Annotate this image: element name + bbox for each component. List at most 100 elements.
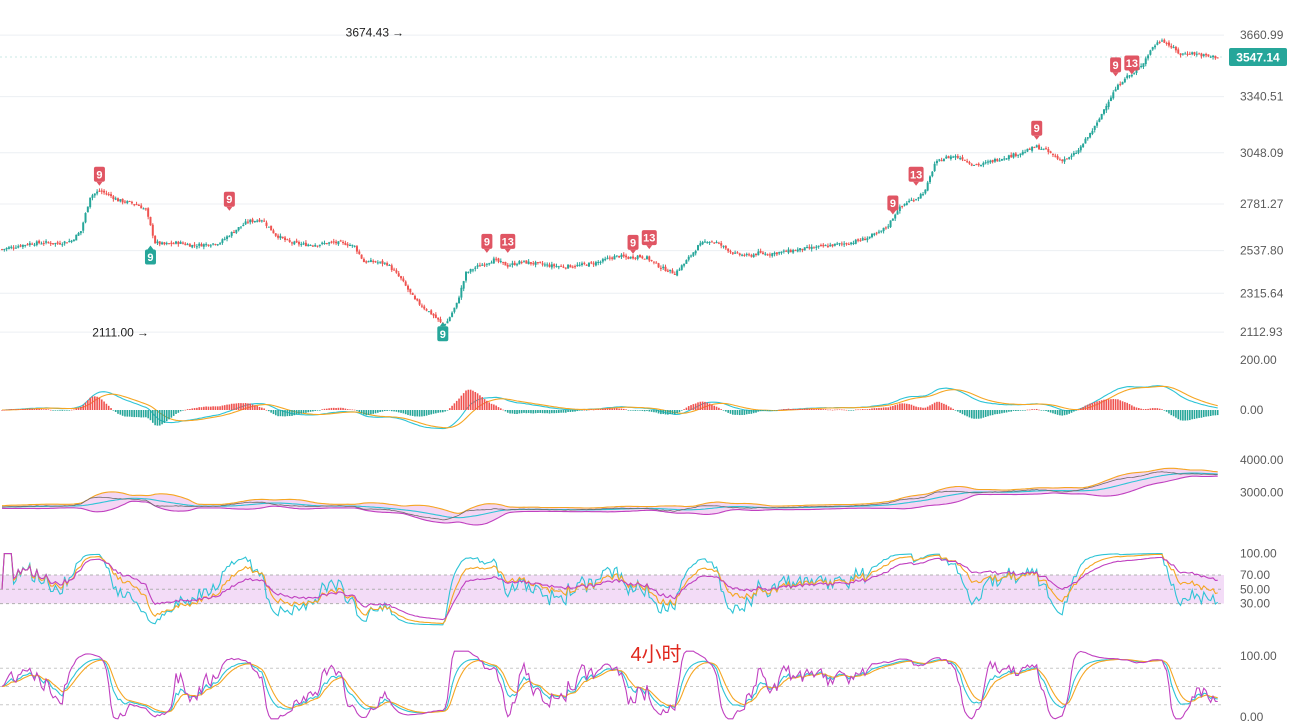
candle-body [808,246,811,249]
candle-body [908,200,911,202]
macd-bar [323,408,326,410]
macd-bar [353,409,356,411]
macd-bar [80,406,82,410]
macd-bar [560,410,562,413]
candle-body [982,162,985,166]
candle-body [655,262,658,264]
macd-bar [592,409,595,411]
high-arrow-icon: → [392,26,404,40]
candle-body [1216,57,1219,59]
candle-body [1105,106,1108,111]
macd-bar [411,410,414,416]
macd-bar [22,408,24,410]
candle-body [1114,89,1117,92]
candle-body [671,270,674,274]
candle-body [922,194,925,196]
candle-body [697,245,699,251]
macd-bar [664,410,667,415]
macd-bar [193,408,196,410]
macd-bar [880,407,883,410]
candle-body [980,164,983,166]
macd-bar [618,408,620,410]
candle-body [184,243,187,245]
macd-bar [1170,410,1173,416]
candle-body [509,265,512,267]
candle-body [26,244,29,246]
macd-bar [242,403,245,410]
macd-bar [370,410,372,415]
macd-bar [251,404,254,410]
candle-body [741,254,744,256]
macd-bar [261,407,263,410]
macd-bar [8,409,10,411]
macd-bar [402,410,405,414]
candle-body [181,242,184,244]
macd-bar [156,410,159,426]
macd-bar [1193,410,1196,419]
candle-body [1065,158,1068,160]
macd-bar [1196,410,1198,419]
candle-body [105,193,108,195]
axis-tick-label: 2112.93 [1240,325,1283,339]
macd-bar [397,410,400,413]
candle-body [490,262,493,264]
candle-body [437,317,440,320]
macd-bar [646,410,648,411]
candle-body [226,236,229,239]
candle-body [434,314,437,318]
macd-bar [1112,398,1115,410]
candle-body [1130,74,1133,77]
candle-body [107,194,110,196]
candle-body [335,241,338,244]
macd-bar [794,409,797,410]
macd-bar [179,410,182,412]
candle-body [274,233,277,236]
candle-body [427,311,430,313]
macd-bar [576,410,579,412]
candle-body [1170,45,1173,48]
candle-body [31,243,34,245]
macd-bar [1017,410,1019,411]
candle-body [1038,145,1041,150]
signal-tag-pointer [889,210,896,215]
signal-tag-label: 9 [440,329,446,341]
candle-body [987,161,989,163]
candle-body [402,278,405,282]
candle-body [123,201,126,203]
candle-body [28,243,31,246]
macd-bar [247,403,249,410]
candle-body [193,244,196,246]
candle-body [311,245,314,247]
candle-body [293,241,296,245]
macd-bar [511,410,514,414]
macd-bar [901,403,903,410]
macd-bar [1172,410,1175,417]
macd-bar [506,410,509,413]
macd-bar [1154,408,1156,410]
macd-bar [558,410,560,413]
price-axis[interactable]: 2112.93 2315.64 2537.80 2781.27 3048.09 3340.… [1240,28,1284,724]
candle-body [413,295,416,300]
candle-body [388,264,391,266]
macd-bar [868,408,871,410]
candle-body [284,237,287,240]
candle-body [200,244,203,247]
candle-body [1033,147,1036,149]
candle-body [518,261,521,265]
macd-bar [1156,408,1159,410]
candle-body [91,195,94,198]
macd-bar [1052,410,1054,414]
axis-tick-label: 200.00 [1240,353,1277,367]
axis-tick-label: 100.00 [1240,649,1277,663]
macd-bar [328,408,330,410]
macd-bar [924,407,927,410]
candle-body [158,241,161,245]
macd-bar [743,410,746,415]
macd-bar [228,404,231,410]
candle-body [432,313,435,316]
candle-body [1077,150,1080,153]
macd-bar [1142,409,1145,410]
candle-body [516,264,519,266]
candle-body [680,265,683,270]
